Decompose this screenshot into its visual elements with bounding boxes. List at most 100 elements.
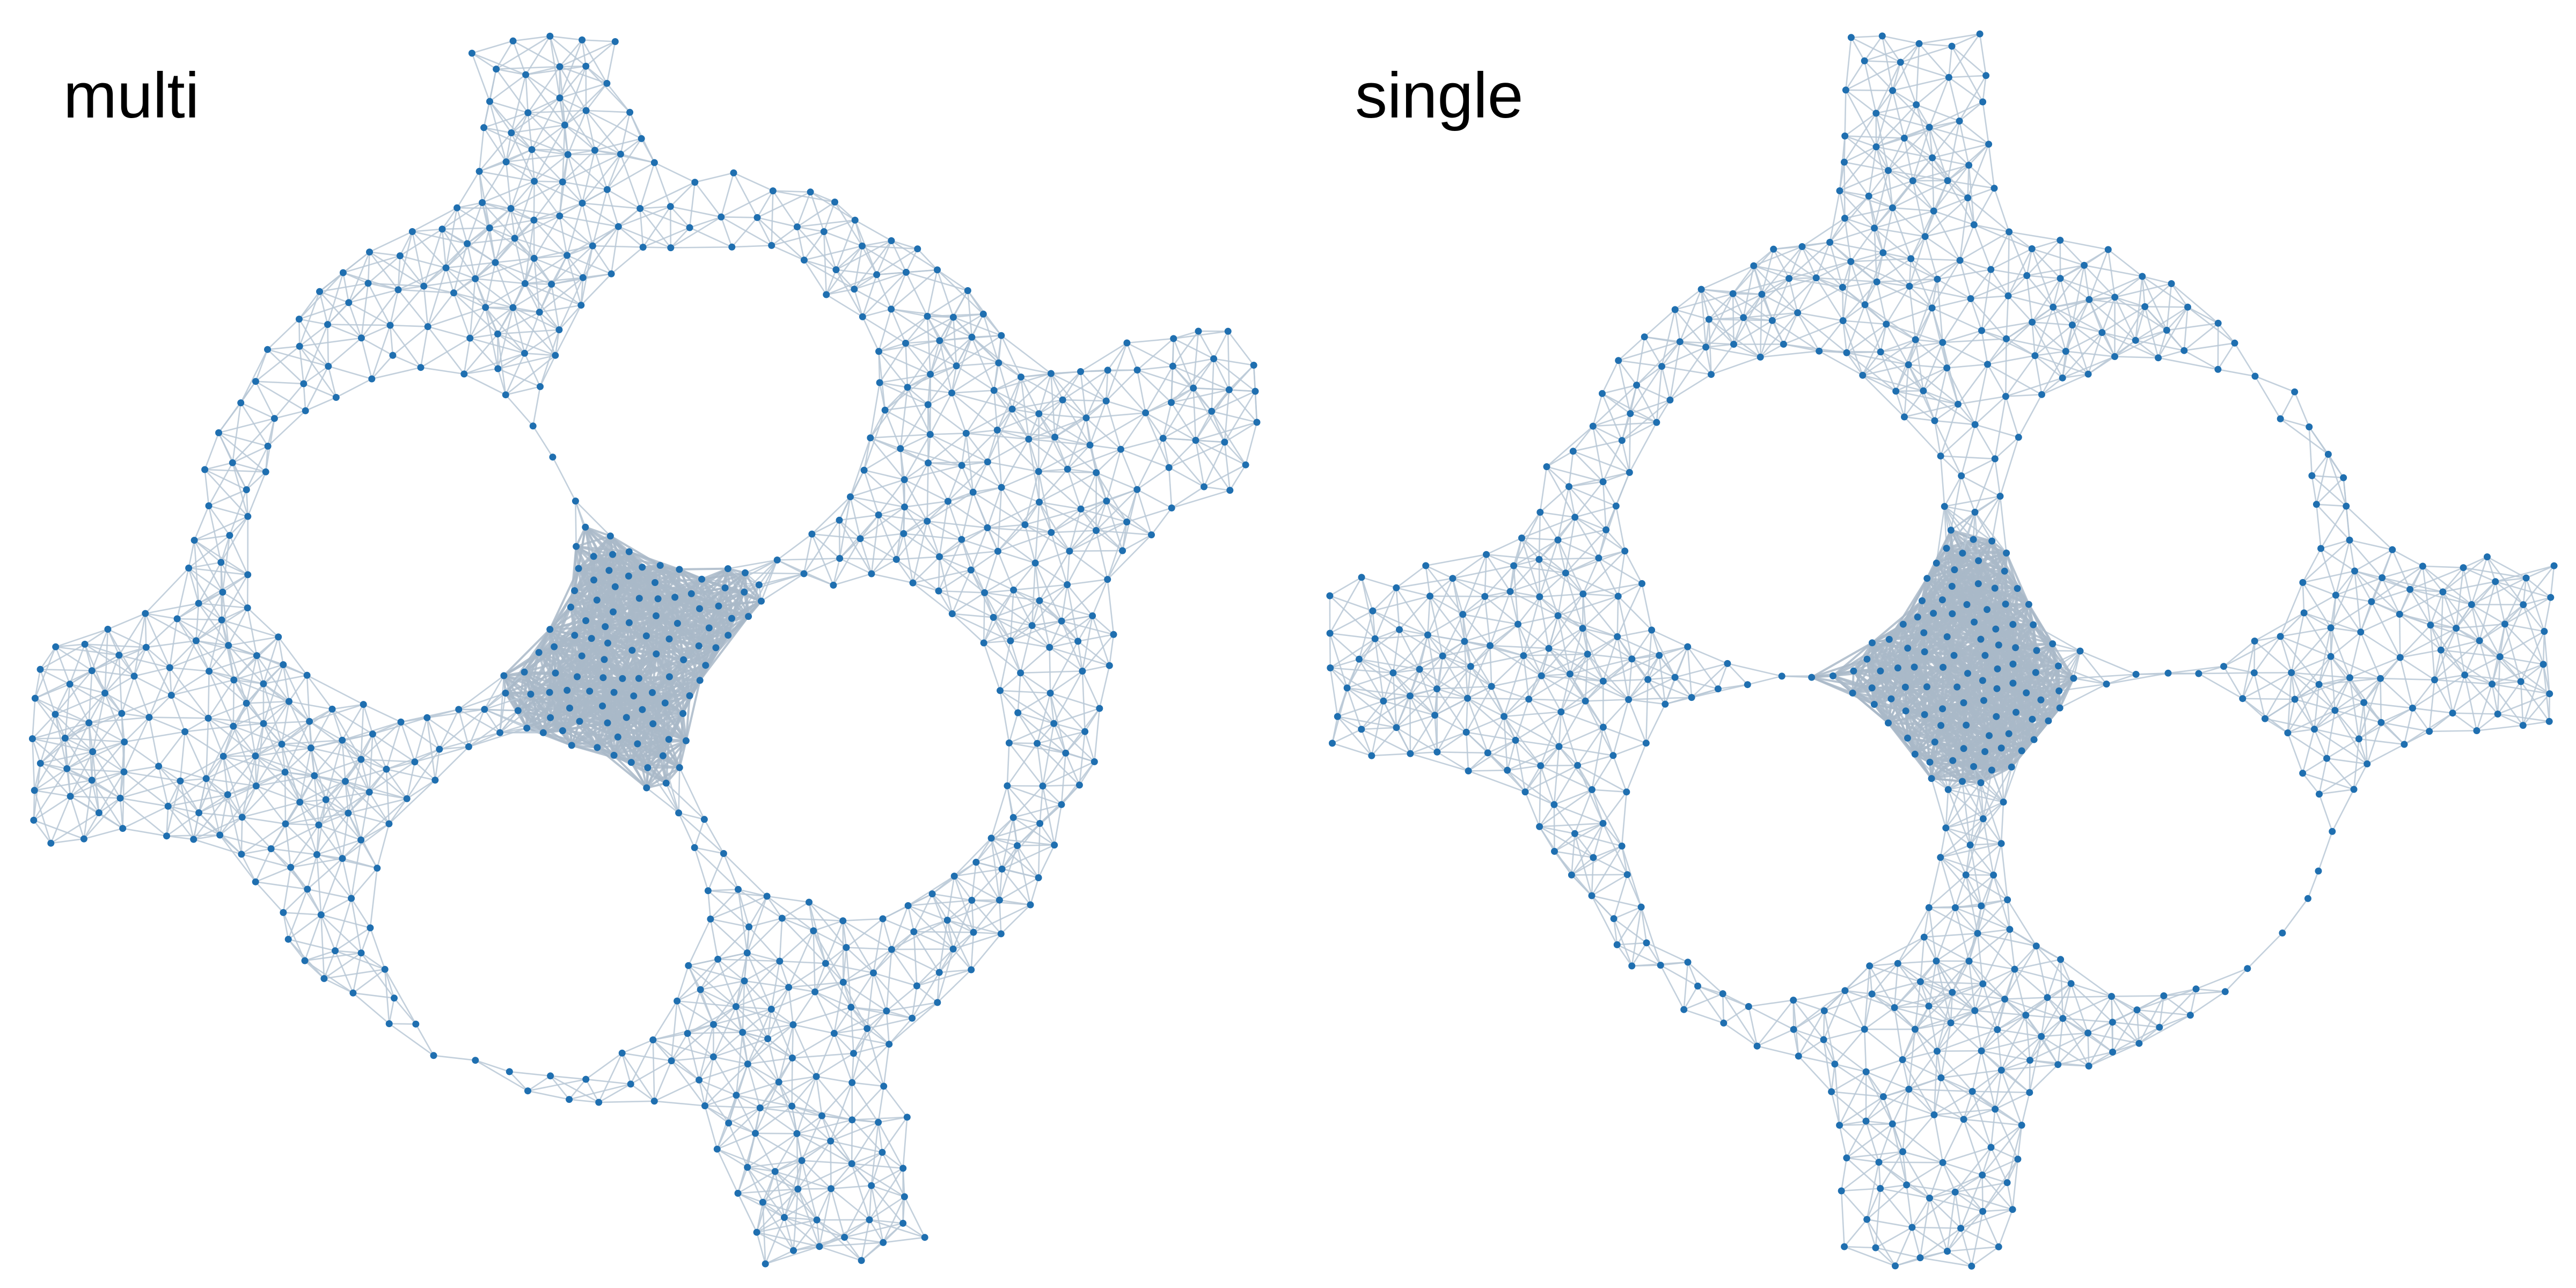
graph-edge — [350, 867, 378, 899]
graph-node — [909, 579, 917, 587]
graph-edge — [823, 219, 855, 232]
graph-edge — [655, 653, 684, 714]
graph-edge — [796, 226, 837, 270]
graph-edge — [306, 675, 310, 722]
graph-edge — [551, 283, 582, 306]
graph-edge — [208, 702, 247, 719]
graph-edge — [350, 898, 362, 953]
graph-edge — [1582, 627, 1633, 660]
graph-edge — [1054, 399, 1064, 437]
graph-edge — [747, 952, 780, 962]
graph-edge — [222, 574, 248, 593]
graph-edge — [1080, 508, 1097, 531]
graph-edge — [952, 613, 985, 643]
graph-node — [602, 623, 609, 631]
graph-edge — [676, 1000, 714, 1025]
graph-edge — [912, 569, 971, 584]
graph-edge — [1434, 666, 1472, 716]
graph-edge — [1192, 388, 1197, 441]
graph-edge — [1254, 391, 1258, 422]
graph-edge — [952, 392, 1013, 410]
graph-edge — [1773, 248, 1790, 279]
graph-node — [654, 595, 662, 603]
graph-edge — [414, 746, 469, 763]
edge-layer — [1329, 33, 2555, 1267]
graph-edge — [1569, 673, 1629, 700]
graph-node — [593, 596, 601, 604]
graph-edge — [760, 1107, 822, 1117]
graph-edge — [208, 505, 230, 536]
graph-edge — [1211, 411, 1257, 423]
graph-edge — [1000, 904, 1031, 934]
graph-edge — [850, 496, 905, 508]
graph-edge — [947, 919, 974, 933]
graph-edge — [392, 326, 429, 356]
graph-node — [1210, 355, 1218, 362]
graph-edge — [539, 311, 560, 331]
graph-edge — [883, 1086, 908, 1118]
graph-edge — [1049, 693, 1066, 753]
graph-edge — [967, 290, 973, 338]
graph-edge — [954, 837, 992, 877]
graph-node — [555, 326, 563, 333]
graph-edge — [602, 626, 606, 678]
graph-node — [81, 640, 89, 648]
graph-edge — [281, 743, 311, 749]
graph-edge — [550, 35, 582, 41]
graph-edge — [548, 568, 580, 630]
graph-edge — [939, 550, 998, 558]
graph-edge — [642, 226, 690, 248]
graph-edge — [505, 133, 513, 162]
graph-node — [901, 476, 908, 484]
graph-edge — [869, 386, 909, 438]
graph-edge — [1000, 690, 1051, 694]
graph-node — [582, 62, 590, 70]
graph-node — [385, 820, 393, 828]
graph-edge — [481, 161, 507, 203]
graph-edge — [1024, 508, 1081, 525]
graph-node — [281, 769, 289, 776]
graph-edge — [603, 658, 643, 711]
graph-edge — [997, 551, 1014, 590]
graph-edge — [630, 1060, 672, 1085]
graph-edge — [735, 986, 789, 1007]
graph-edge — [678, 812, 724, 854]
graph-edge — [885, 949, 892, 1011]
graph-edge — [762, 1202, 794, 1251]
graph-edge — [997, 524, 1026, 552]
graph-edge — [1981, 1175, 1984, 1212]
graph-node — [303, 671, 311, 679]
graph-edge — [1845, 207, 1893, 219]
graph-edge — [873, 972, 913, 1019]
graph-edge — [1013, 584, 1067, 591]
graph-edge — [348, 812, 390, 825]
graph-edge — [585, 110, 596, 151]
graph-edge — [1195, 440, 1205, 487]
graph-node — [278, 741, 286, 748]
graph-edge — [303, 383, 336, 398]
graph-node — [859, 242, 866, 250]
graph-edge — [585, 41, 616, 67]
graph-edge — [427, 292, 455, 327]
graph-edge — [792, 1024, 794, 1058]
graph-edge — [620, 153, 641, 209]
graph-node — [713, 1145, 721, 1153]
graph-edge — [496, 65, 560, 70]
graph-edge — [33, 790, 52, 844]
graph-node — [1039, 782, 1046, 790]
graph-edge — [691, 592, 733, 620]
graph-edge — [206, 778, 257, 787]
graph-node — [851, 286, 858, 293]
graph-edge — [1224, 390, 1230, 443]
graph-edge — [285, 812, 349, 825]
graph-edge — [197, 562, 222, 604]
graph-node — [313, 851, 320, 858]
graph-edge — [533, 180, 560, 217]
graph-edge — [1031, 563, 1036, 626]
graph-edge — [1958, 396, 2006, 405]
graph-edge — [678, 713, 684, 768]
graph-edge — [1974, 423, 2019, 438]
graph-edge — [826, 288, 855, 296]
graph-edge — [993, 390, 1029, 440]
graph-edge — [510, 74, 526, 133]
